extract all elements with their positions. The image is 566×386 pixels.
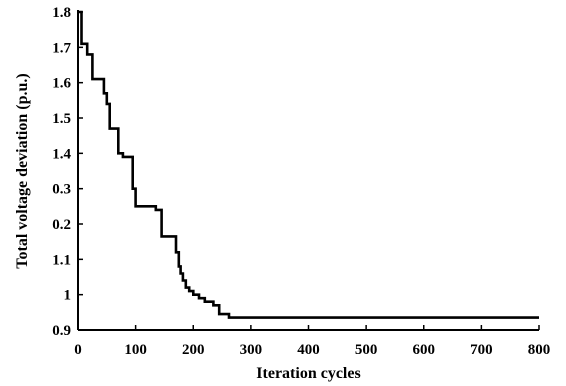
- y-axis-title: Total voltage deviation (p.u.): [14, 73, 31, 268]
- series-line: [78, 10, 539, 319]
- y-ticks: 0.9 1 1.1 0.2 0.3 1.4 1.5 1.6 1.7 1.8: [52, 5, 83, 339]
- y-tick-label: 1: [64, 288, 72, 304]
- x-tick-label: 600: [413, 342, 436, 358]
- y-tick-label: 1.4: [52, 146, 71, 162]
- y-tick-label: 1.1: [52, 252, 71, 268]
- y-tick-label: 1.8: [52, 5, 71, 21]
- x-tick-label: 800: [528, 342, 551, 358]
- y-tick-label: 0.3: [52, 182, 71, 198]
- x-axis-title: Iteration cycles: [256, 365, 360, 382]
- x-tick-label: 300: [240, 342, 263, 358]
- y-tick-label: 1.5: [52, 111, 71, 127]
- x-tick-label: 700: [470, 342, 493, 358]
- x-tick-label: 500: [355, 342, 378, 358]
- y-tick-label: 0.9: [52, 323, 71, 339]
- y-tick-label: 1.7: [52, 40, 71, 56]
- x-tick-label: 200: [182, 342, 205, 358]
- plot-area: [78, 10, 539, 319]
- x-tick-label: 0: [74, 342, 82, 358]
- x-tick-label: 400: [297, 342, 320, 358]
- y-tick-label: 1.6: [52, 76, 71, 92]
- x-ticks: 0 100 200 300 400 500 600 700 800: [74, 325, 550, 358]
- x-tick-label: 100: [124, 342, 147, 358]
- y-tick-label: 0.2: [52, 217, 71, 233]
